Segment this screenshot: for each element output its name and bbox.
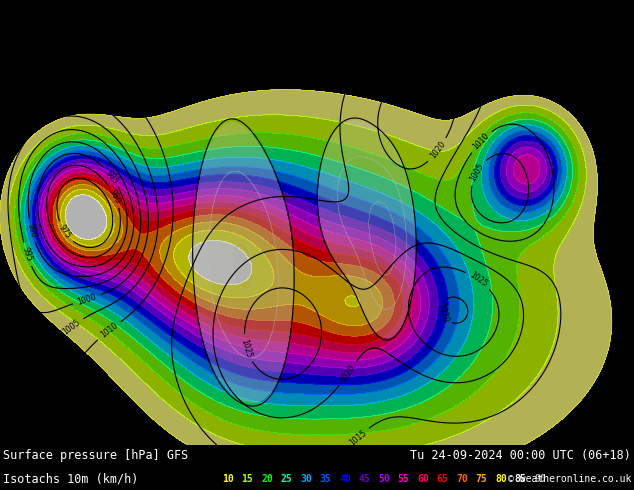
- Text: 25: 25: [281, 474, 292, 484]
- Text: 90: 90: [534, 474, 546, 484]
- Text: 55: 55: [398, 474, 410, 484]
- Text: 45: 45: [359, 474, 370, 484]
- Text: 1000: 1000: [76, 292, 98, 306]
- Text: Surface pressure [hPa] GFS: Surface pressure [hPa] GFS: [3, 449, 188, 463]
- Text: 1020: 1020: [429, 140, 447, 161]
- Text: 1020: 1020: [339, 363, 357, 384]
- Text: 990: 990: [25, 222, 38, 239]
- Text: 20: 20: [261, 474, 273, 484]
- Text: 1005: 1005: [469, 161, 486, 183]
- Text: © weatheronline.co.uk: © weatheronline.co.uk: [508, 474, 631, 484]
- Text: 80: 80: [495, 474, 507, 484]
- Text: 65: 65: [437, 474, 448, 484]
- Text: 50: 50: [378, 474, 390, 484]
- Text: 35: 35: [320, 474, 332, 484]
- Text: 980: 980: [108, 188, 122, 205]
- Text: 975: 975: [57, 223, 73, 241]
- Text: 1010: 1010: [99, 321, 120, 340]
- Text: 70: 70: [456, 474, 468, 484]
- Text: 1015: 1015: [347, 428, 368, 447]
- Text: 75: 75: [476, 474, 488, 484]
- Text: 60: 60: [417, 474, 429, 484]
- Text: 1005: 1005: [61, 318, 82, 337]
- Text: 15: 15: [242, 474, 254, 484]
- Text: 30: 30: [300, 474, 312, 484]
- Text: 85: 85: [515, 474, 526, 484]
- Text: Tu 24-09-2024 00:00 UTC (06+18): Tu 24-09-2024 00:00 UTC (06+18): [410, 449, 631, 463]
- Text: 1010: 1010: [471, 131, 491, 151]
- Text: 1025: 1025: [468, 270, 489, 289]
- Text: 995: 995: [21, 246, 34, 263]
- Text: 40: 40: [339, 474, 351, 484]
- Text: 10: 10: [222, 474, 234, 484]
- Text: 1025: 1025: [240, 338, 254, 359]
- Text: Isotachs 10m (km/h): Isotachs 10m (km/h): [3, 472, 138, 486]
- Text: 985: 985: [104, 169, 120, 186]
- Text: 1030: 1030: [436, 302, 450, 323]
